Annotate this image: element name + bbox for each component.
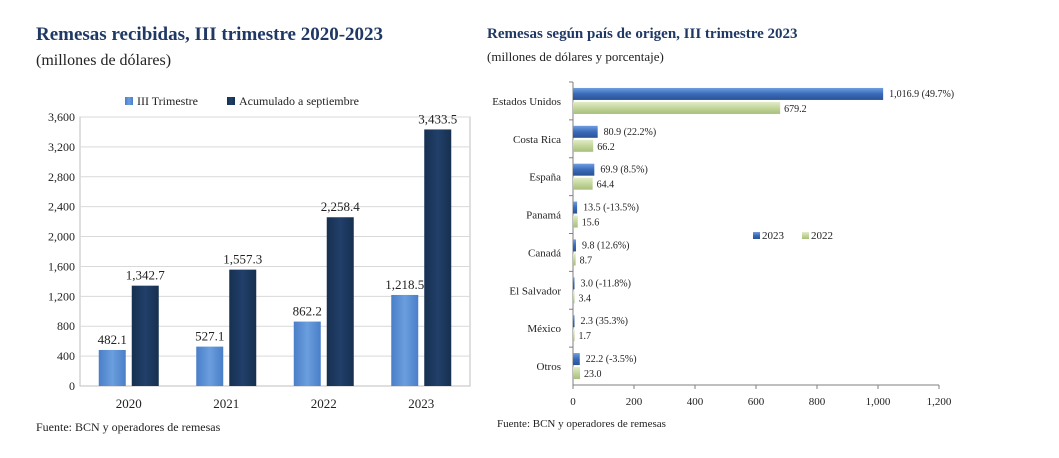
- legend-label: 2023: [762, 230, 785, 242]
- y-category-label: España: [529, 172, 561, 184]
- data-label: 1,342.7: [126, 268, 166, 283]
- right-chart-subtitle: (millones de dólares y porcentaje): [487, 49, 664, 64]
- data-label-2022: 8.7: [580, 255, 593, 266]
- data-label-2022: 679.2: [784, 104, 807, 115]
- data-label-2023: 69.9 (8.5%): [600, 165, 648, 176]
- x-tick-label: 200: [626, 396, 643, 408]
- data-label-2023: 2.3 (35.3%): [581, 316, 629, 327]
- legend-label: Acumulado a septiembre: [239, 94, 359, 108]
- x-tick-label: 1,000: [866, 396, 891, 408]
- bar-2023: [573, 277, 575, 290]
- x-tick-label: 800: [809, 396, 826, 408]
- y-tick-label: 1,200: [48, 289, 75, 303]
- y-tick-label: 0: [69, 379, 75, 393]
- bar-2023: [573, 163, 595, 176]
- y-category-label: El Salvador: [509, 285, 561, 297]
- legend-swatch: [753, 232, 760, 239]
- data-label: 482.1: [98, 332, 127, 347]
- y-category-label: México: [527, 323, 561, 335]
- y-category-label: Otros: [537, 361, 561, 373]
- x-category-label: 2020: [116, 396, 142, 411]
- x-category-label: 2021: [213, 396, 239, 411]
- bar-acumulado: [326, 217, 354, 386]
- legend-swatch: [802, 232, 809, 239]
- y-category-label: Estados Unidos: [492, 96, 561, 108]
- bar-iii-trimestre: [391, 294, 419, 386]
- bar-2022: [573, 177, 593, 190]
- bar-2022: [573, 139, 594, 152]
- bar-2022: [573, 253, 576, 266]
- legend-swatch: [125, 97, 133, 105]
- data-label-2023: 22.2 (-3.5%): [586, 354, 637, 365]
- data-label-2023: 1,016.9 (49.7%): [889, 89, 954, 100]
- bar-2023: [573, 353, 580, 366]
- data-label-2022: 1.7: [579, 331, 592, 342]
- data-label-2022: 23.0: [584, 369, 602, 380]
- y-tick-label: 800: [57, 319, 75, 333]
- legend-swatch: [227, 97, 235, 105]
- y-category-label: Costa Rica: [513, 134, 561, 146]
- bar-2023: [573, 315, 575, 328]
- data-label: 2,258.4: [321, 199, 361, 214]
- bar-acumulado: [424, 129, 452, 386]
- data-label-2023: 80.9 (22.2%): [604, 127, 657, 138]
- data-label-2022: 15.6: [582, 218, 600, 229]
- data-label-2022: 3.4: [579, 293, 592, 304]
- bar-2023: [573, 239, 576, 252]
- right-hbar-chart: 0 200 400 600 800 1,000 1,200 Estados Unidos 1,0…: [492, 81, 954, 408]
- bar-iii-trimestre: [196, 346, 224, 386]
- right-chart-title: Remesas según país de origen, III trimes…: [487, 26, 798, 42]
- x-category-label: 2023: [408, 396, 434, 411]
- x-tick-label: 600: [748, 396, 765, 408]
- y-category-label: Canadá: [528, 247, 561, 259]
- bar-2022: [573, 329, 575, 342]
- x-tick-label: 1,200: [927, 396, 952, 408]
- data-label: 3,433.5: [418, 111, 457, 126]
- bar-2022: [573, 291, 575, 304]
- y-tick-label: 1,600: [48, 259, 75, 273]
- bar-2023: [573, 201, 578, 214]
- bar-2022: [573, 215, 578, 228]
- data-label-2023: 9.8 (12.6%): [582, 240, 630, 251]
- y-tick-label: 2,000: [48, 230, 75, 244]
- data-label-2023: 3.0 (-11.8%): [581, 278, 631, 289]
- bar-iii-trimestre: [98, 349, 126, 386]
- left-chart-source: Fuente: BCN y operadores de remesas: [36, 420, 221, 434]
- data-label: 527.1: [195, 329, 224, 344]
- y-tick-label: 2,800: [48, 170, 75, 184]
- y-category-label: Panamá: [526, 210, 561, 222]
- bar-2022: [573, 101, 781, 114]
- y-tick-label: 3,600: [48, 110, 75, 124]
- data-label: 1,557.3: [223, 252, 262, 267]
- y-tick-label: 2,400: [48, 200, 75, 214]
- bar-acumulado: [131, 285, 159, 386]
- bar-2023: [573, 87, 884, 100]
- left-chart-title: Remesas recibidas, III trimestre 2020-20…: [36, 24, 384, 45]
- legend-label: III Trimestre: [137, 94, 198, 108]
- data-label-2023: 13.5 (-13.5%): [583, 203, 639, 214]
- bar-2023: [573, 125, 598, 138]
- legend-label: 2022: [811, 230, 833, 242]
- bar-iii-trimestre: [293, 321, 321, 386]
- bar-acumulado: [229, 269, 257, 386]
- y-tick-label: 400: [57, 349, 75, 363]
- data-label: 862.2: [293, 304, 322, 319]
- x-tick-label: 0: [570, 396, 576, 408]
- bar-2022: [573, 367, 581, 380]
- y-tick-label: 3,200: [48, 140, 75, 154]
- data-label-2022: 66.2: [597, 142, 615, 153]
- left-bar-chart: 0 400 800 1,200 1,600 2,000 2,400 2,800 3,200 3,6…: [48, 94, 471, 411]
- left-chart-subtitle: (millones de dólares): [36, 52, 172, 69]
- x-tick-label: 400: [687, 396, 704, 408]
- x-category-label: 2022: [311, 396, 337, 411]
- data-label: 1,218.5: [385, 277, 424, 292]
- right-chart-source: Fuente: BCN y operadores de remesas: [497, 418, 666, 430]
- data-label-2022: 64.4: [597, 180, 615, 191]
